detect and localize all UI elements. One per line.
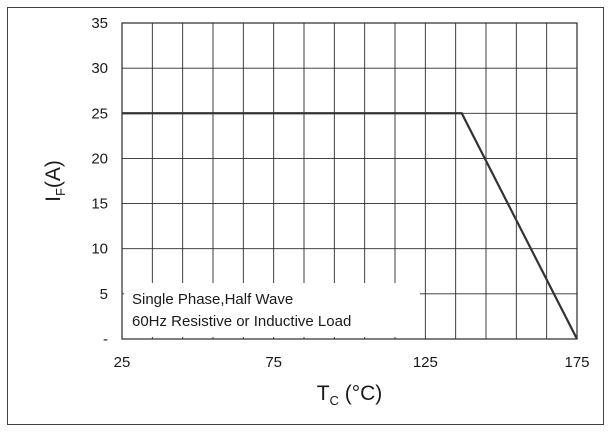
y-tick-label: 5 xyxy=(100,286,108,303)
annotation-line-2: 60Hz Resistive or Inductive Load xyxy=(132,313,351,330)
y-tick-label: - xyxy=(103,331,108,348)
y-tick-label: 10 xyxy=(91,241,108,258)
y-axis-label-main: I xyxy=(42,196,65,202)
x-axis-label: TC (°C) xyxy=(317,382,383,408)
y-tick-label: 20 xyxy=(91,150,108,167)
y-tick-label: 30 xyxy=(91,60,108,77)
y-tick-label: 15 xyxy=(91,196,108,213)
y-axis-label: IF(A) xyxy=(42,160,68,202)
x-tick-label: 125 xyxy=(413,354,438,371)
x-axis-label-unit: (°C) xyxy=(339,382,382,405)
y-tick-label: 25 xyxy=(91,105,108,122)
annotation-line-1: Single Phase,Half Wave xyxy=(132,291,293,308)
annotation-box: Single Phase,Half Wave 60Hz Resistive or… xyxy=(124,283,420,337)
y-axis-ticks: - 5 10 15 20 25 30 35 xyxy=(91,15,108,348)
y-axis-label-unit: (A) xyxy=(42,160,65,188)
x-axis-ticks: 25 75 125 175 xyxy=(114,354,590,371)
chart-frame xyxy=(7,7,604,425)
x-tick-label: 75 xyxy=(265,354,282,371)
y-axis-label-subscript: F xyxy=(53,188,68,196)
y-tick-label: 35 xyxy=(91,15,108,32)
x-axis-label-main: T xyxy=(317,382,330,405)
series-line-current-derating xyxy=(122,112,578,340)
plot-area-border xyxy=(121,22,578,340)
x-tick-label: 25 xyxy=(114,354,131,371)
x-axis-label-subscript: C xyxy=(330,393,339,408)
x-tick-label: 175 xyxy=(564,354,589,371)
